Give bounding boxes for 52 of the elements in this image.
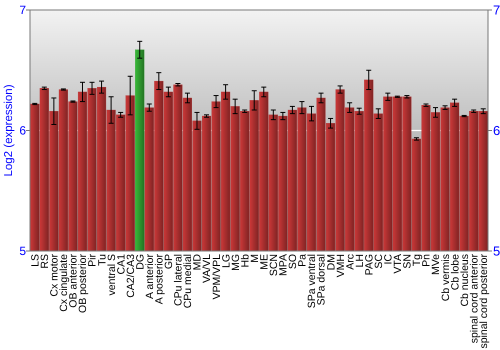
x-tick-label: Cx cingulate	[58, 254, 70, 312]
y-tick-label: 7	[19, 3, 26, 18]
x-tick-label: VPM/VPL	[210, 254, 223, 300]
y2-tick-label: 5	[493, 244, 500, 259]
x-tick-label: A anterior	[144, 254, 156, 299]
x-tick-label: A posterior	[153, 254, 166, 304]
y-tick-label: 5	[19, 244, 26, 258]
x-tick-label: Cb vermis	[440, 254, 452, 302]
x-tick-label: LG	[220, 254, 232, 268]
x-tick-label: M	[248, 254, 261, 263]
x-tick-label: spinal cord anterior	[468, 253, 480, 344]
x-tick-label: Cb lobe	[449, 254, 462, 290]
x-tick-label: SCN	[268, 254, 280, 276]
x-tick-label: VTA	[392, 254, 404, 274]
x-tick-label: spinal cord posterior	[478, 253, 490, 349]
x-tick-label: SPa dorsal	[316, 254, 328, 306]
x-tick-label: DM	[325, 254, 338, 270]
x-tick-label: RS	[38, 254, 51, 269]
x-tick-label: PAG	[363, 254, 376, 276]
x-tick-label: Cb nucleus	[458, 254, 471, 307]
x-tick-label: Pir	[86, 254, 99, 267]
x-tick-label: MG	[230, 254, 242, 271]
x-tick-label: LS	[29, 254, 42, 267]
x-tick-label: IC	[382, 254, 394, 264]
x-tick-label: CPu medial	[182, 254, 194, 308]
x-tick-label: Tu	[96, 254, 108, 266]
x-tick-label: OB anterior	[68, 254, 80, 308]
x-tick-label: ME	[258, 254, 270, 270]
x-tick-label: SO	[287, 254, 300, 270]
y2-tick-label: 7	[493, 2, 500, 18]
x-tick-label: MPA	[278, 254, 290, 276]
y-tick-label: 6	[19, 124, 26, 138]
x-tick-label: VA/VL	[201, 254, 214, 283]
x-tick-label: SC	[372, 254, 385, 269]
x-tick-label: GP	[163, 254, 176, 270]
x-tick-label: DG	[134, 254, 146, 270]
x-tick-label: Hb	[239, 254, 252, 268]
x-tick-label: Pa	[296, 254, 309, 267]
x-tick-label: Tg	[411, 254, 424, 266]
x-tick-label: CA2/CA3	[124, 254, 137, 298]
x-tick-label: ventral S	[106, 254, 118, 296]
x-tick-label: MVe	[430, 254, 442, 276]
x-tick-label: MD	[192, 254, 204, 270]
x-tick-label: OB posterior	[77, 254, 90, 313]
y-axis-title: Log2 (expression)	[3, 84, 16, 177]
x-tick-label: CA1	[115, 254, 128, 274]
x-tick-label: Pn	[420, 254, 433, 267]
y2-tick-label: 6	[493, 123, 500, 138]
x-tick-label: VMH	[334, 254, 347, 278]
x-tick-label: LH	[354, 254, 366, 268]
x-tick-label: SN	[402, 254, 414, 269]
x-tick-label: Arc	[344, 254, 356, 270]
